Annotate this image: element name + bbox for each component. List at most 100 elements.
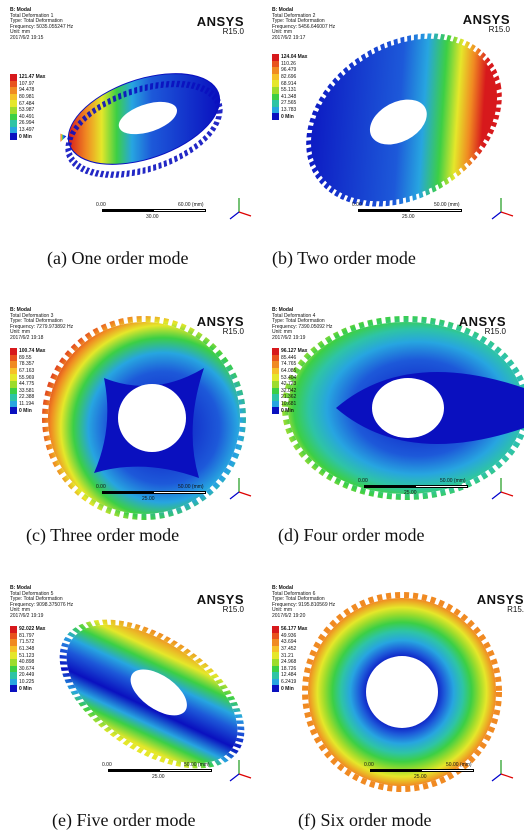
legend-row: 81.797 [10, 632, 45, 640]
legend-swatch [10, 87, 17, 94]
axis-triad-icon [229, 760, 252, 782]
ansys-logo-a: ANSYS R15.0 [197, 14, 244, 36]
legend-row: 61.348 [10, 645, 45, 653]
legend-row: 89.55 [10, 354, 45, 362]
scale-left: 0.00 [102, 762, 112, 768]
ansys-logo-b: ANSYS R15.0 [463, 12, 510, 34]
legend-swatch [272, 658, 279, 666]
legend-swatch [10, 626, 17, 633]
legend-row: 94.478 [10, 87, 45, 94]
caption-e: (e) Five order mode [52, 810, 196, 830]
scale-left: 0.00 [96, 484, 106, 490]
legend-row: 6.2419 [272, 678, 307, 686]
legend-e: 92.022 Max 81.797 71.572 61.348 51.123 40.898… [10, 626, 45, 692]
header-line: B: Modal [10, 7, 32, 13]
legend-label: 67.484 [19, 100, 35, 107]
legend-row: 51.123 [10, 652, 45, 659]
legend-swatch [10, 93, 17, 101]
legend-label: 6.2419 [281, 679, 297, 686]
legend-swatch [10, 126, 17, 134]
scale-bar-graphic [108, 769, 212, 772]
legend-swatch [10, 658, 17, 666]
legend-row: 0 Min [272, 407, 307, 414]
header-line: Unit: mm [10, 29, 30, 36]
header-line: Type: Total Deformation [10, 18, 63, 25]
legend-label: 33.581 [19, 387, 35, 394]
header-line: Total Deformation 3 [10, 312, 54, 319]
legend-label: 0 Min [281, 685, 294, 692]
header-line: 2017/6/2 19:17 [272, 34, 306, 41]
legend-label: 0 Min [19, 407, 32, 414]
legend-label: 24.968 [281, 659, 297, 666]
legend-row: 85.446 [272, 354, 307, 362]
scale-bar-f: 0.00 50.00 (mm) 25.00 [362, 760, 482, 782]
legend-swatch [10, 361, 17, 368]
legend-row: 24.968 [272, 658, 307, 666]
legend-label: 21.362 [281, 394, 297, 401]
legend-d: 96.127 Max 85.446 74.765 64.085 53.404 42.723… [272, 348, 307, 414]
legend-row: 37.452 [272, 645, 307, 653]
header-line: B: Modal [10, 585, 32, 591]
caption-d: (d) Four order mode [278, 525, 425, 545]
scale-left: 0.00 [364, 762, 374, 768]
legend-label: 67.163 [19, 368, 35, 375]
legend-row: 0 Min [10, 133, 45, 140]
scale-mid: 25.00 [142, 496, 155, 502]
legend-swatch [272, 93, 279, 101]
legend-label: 42.723 [281, 381, 297, 388]
axis-triad-icon [491, 478, 514, 500]
ansys-version: R15. [507, 605, 524, 614]
gear-render-c [42, 316, 246, 520]
legend-row: 82.696 [272, 73, 307, 81]
legend-swatch [272, 685, 279, 692]
legend-row: 18.726 [272, 665, 307, 673]
legend-label: 12.484 [281, 672, 297, 679]
scale-bar-graphic [102, 491, 206, 494]
legend-swatch [10, 639, 17, 646]
legend-swatch [272, 86, 279, 94]
legend-label: 53.987 [19, 107, 35, 114]
legend-label: 64.085 [281, 368, 297, 375]
legend-swatch [272, 367, 279, 375]
legend-swatch [10, 354, 17, 362]
legend-label: 82.696 [281, 74, 297, 81]
header-line: B: Modal [272, 585, 294, 591]
legend-label: 55.131 [281, 87, 297, 94]
legend-swatch [272, 67, 279, 74]
legend-label: 40.491 [19, 113, 35, 120]
legend-swatch [272, 645, 279, 653]
legend-swatch [10, 367, 17, 375]
legend-label: 96.127 Max [281, 348, 308, 355]
header-line: Total Deformation 1 [10, 12, 54, 19]
scale-left: 0.00 [352, 202, 362, 208]
legend-label: 74.765 [281, 361, 297, 368]
legend-swatch [272, 678, 279, 686]
legend-label: 13.497 [19, 127, 35, 134]
legend-row: 42.723 [272, 380, 307, 388]
legend-label: 0 Min [281, 407, 294, 414]
legend-row: 13.783 [272, 106, 307, 114]
legend-swatch [272, 665, 279, 673]
legend-swatch [272, 113, 279, 120]
scale-left: 0.00 [96, 202, 106, 208]
panel-d: B: Modal Total Deformation 4 Type: Total… [266, 304, 524, 532]
header-line: 2017/6/2 19:15 [10, 34, 44, 41]
legend-row: 100.74 Max [10, 348, 45, 355]
ansys-version: R15.0 [222, 327, 244, 336]
legend-row: 10.225 [10, 678, 45, 686]
legend-swatch [10, 100, 17, 107]
legend-row: 49.936 [272, 632, 307, 640]
ansys-version: R15.0 [222, 27, 244, 36]
legend-label: 10.225 [19, 679, 35, 686]
legend-row: 11.194 [10, 400, 45, 408]
legend-swatch [272, 361, 279, 368]
legend-label: 51.123 [19, 652, 35, 659]
legend-row: 74.765 [272, 361, 307, 368]
legend-swatch [10, 394, 17, 401]
header-line: B: Modal [272, 7, 294, 13]
legend-row: 96.479 [272, 67, 307, 74]
legend-label: 107.97 [19, 80, 35, 87]
header-line: Unit: mm [272, 29, 292, 36]
legend-row: 64.085 [272, 367, 307, 375]
legend-label: 40.898 [19, 659, 35, 666]
